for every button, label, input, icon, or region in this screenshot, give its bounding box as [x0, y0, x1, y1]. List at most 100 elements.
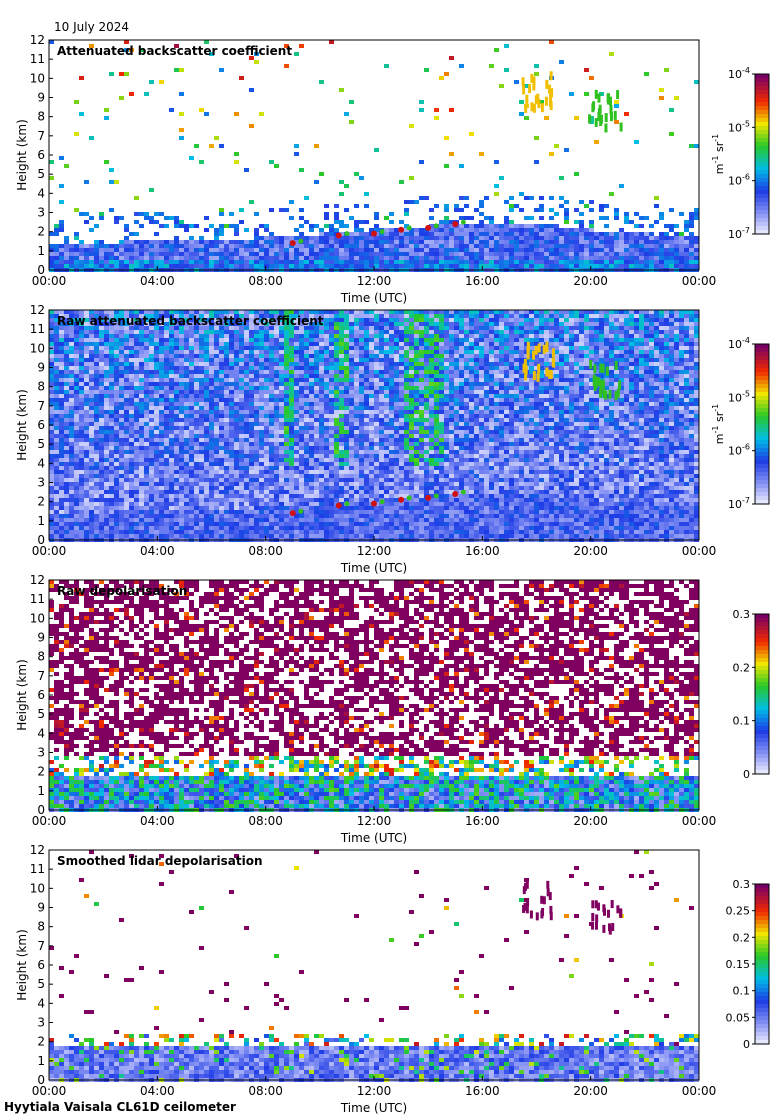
heatmap-cell	[254, 478, 259, 482]
heatmap-cell	[584, 232, 589, 236]
heatmap-cell	[274, 240, 279, 244]
heatmap-cell	[219, 490, 224, 494]
heatmap-cell	[304, 530, 309, 534]
heatmap-cell	[224, 342, 229, 346]
heatmap-cell	[49, 350, 54, 354]
heatmap-cell	[169, 534, 174, 538]
heatmap-cell	[269, 478, 274, 482]
heatmap-cell	[214, 454, 219, 458]
heatmap-cell	[294, 506, 299, 510]
heatmap-cell	[204, 514, 209, 518]
heatmap-cell	[689, 240, 694, 244]
heatmap-cell	[589, 232, 594, 236]
heatmap-cell	[109, 248, 114, 252]
heatmap-cell	[654, 244, 659, 248]
heatmap-cell	[554, 224, 559, 228]
heatmap-cell	[94, 386, 99, 390]
heatmap-cell	[229, 402, 234, 406]
heatmap-cell	[139, 470, 144, 474]
heatmap-cell	[599, 216, 604, 220]
heatmap-cell	[234, 514, 239, 518]
heatmap-cell	[279, 418, 284, 422]
heatmap-cell	[144, 470, 149, 474]
heatmap-cell	[464, 216, 469, 220]
heatmap-cell	[559, 204, 564, 208]
heatmap-cell	[259, 386, 264, 390]
heatmap-cell	[249, 354, 254, 358]
heatmap-cell	[104, 370, 109, 374]
heatmap-cell	[404, 208, 409, 212]
heatmap-cell	[414, 256, 419, 260]
heatmap-cell	[204, 334, 209, 338]
heatmap-cell	[289, 256, 294, 260]
heatmap-cell	[169, 434, 174, 438]
heatmap-cell	[324, 260, 329, 264]
heatmap-cell	[174, 398, 179, 402]
heatmap-cell	[484, 240, 489, 244]
heatmap-cell	[244, 330, 249, 334]
heatmap-cell	[49, 478, 54, 482]
heatmap-cell	[264, 264, 269, 268]
heatmap-cell	[49, 474, 54, 478]
heatmap-cell	[659, 248, 664, 252]
heatmap-cell	[309, 482, 314, 486]
heatmap-cell	[114, 506, 119, 510]
heatmap-cell	[109, 72, 114, 76]
heatmap-cell	[144, 494, 149, 498]
heatmap-cell	[474, 232, 479, 236]
heatmap-cell	[304, 462, 309, 466]
heatmap-cell	[124, 334, 129, 338]
heatmap-cell	[109, 370, 114, 374]
heatmap-cell	[524, 264, 529, 268]
heatmap-cell	[309, 390, 314, 394]
heatmap-cell	[434, 232, 439, 236]
heatmap-cell	[509, 228, 514, 232]
heatmap-cell	[674, 256, 679, 260]
heatmap-cell	[309, 490, 314, 494]
heatmap-cell	[274, 474, 279, 478]
heatmap-cell	[189, 466, 194, 470]
heatmap-cell	[684, 240, 689, 244]
heatmap-cell	[219, 248, 224, 252]
heatmap-cell	[274, 506, 279, 510]
heatmap-cell	[464, 264, 469, 268]
heatmap-cell	[49, 40, 54, 44]
heatmap-cell	[269, 366, 274, 370]
heatmap-cell	[224, 450, 229, 454]
heatmap-cell	[489, 256, 494, 260]
heatmap-cell	[289, 338, 294, 342]
heatmap-cell	[329, 228, 334, 232]
heatmap-cell	[189, 506, 194, 510]
heatmap-cell	[114, 498, 119, 502]
heatmap-cell	[259, 498, 264, 502]
heatmap-cell	[424, 248, 429, 252]
heatmap-cell	[259, 502, 264, 506]
heatmap-cell	[259, 434, 264, 438]
heatmap-cell	[179, 438, 184, 442]
heatmap-cell	[229, 518, 234, 522]
heatmap-cell	[169, 470, 174, 474]
heatmap-cell	[99, 510, 104, 514]
heatmap-cell	[209, 390, 214, 394]
heatmap-cell	[214, 398, 219, 402]
heatmap-cell	[189, 248, 194, 252]
heatmap-cell	[179, 346, 184, 350]
heatmap-cell	[224, 506, 229, 510]
heatmap-cell	[159, 530, 164, 534]
heatmap-cell	[319, 256, 324, 260]
heatmap-cell	[59, 414, 64, 418]
cirrus-streak	[614, 111, 617, 120]
heatmap-cell	[134, 438, 139, 442]
heatmap-cell	[59, 446, 64, 450]
cloud-base-point-3	[371, 231, 377, 237]
heatmap-cell	[184, 350, 189, 354]
heatmap-cell	[199, 390, 204, 394]
heatmap-cell	[294, 346, 299, 350]
heatmap-cell	[294, 248, 299, 252]
heatmap-cell	[669, 240, 674, 244]
unit-sr: sr	[713, 141, 726, 155]
heatmap-cell	[159, 354, 164, 358]
heatmap-cell	[289, 370, 294, 374]
heatmap-cell	[109, 530, 114, 534]
heatmap-cell	[169, 506, 174, 510]
